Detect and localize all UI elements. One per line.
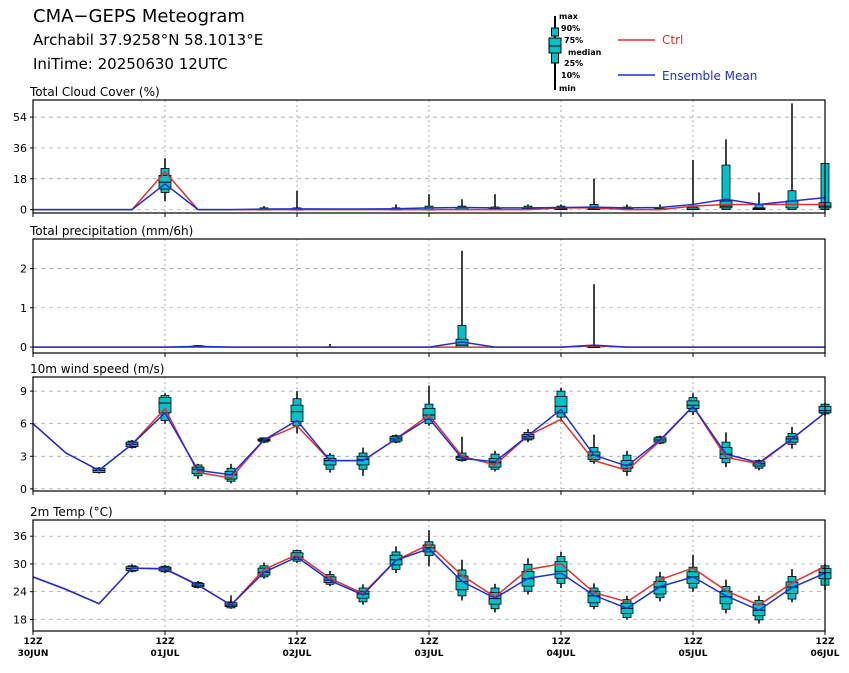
panel-title: Total precipitation (mm/6h) bbox=[29, 224, 193, 238]
x-tick-label-date: 03JUL bbox=[415, 649, 444, 659]
panel-frame bbox=[32, 519, 826, 632]
x-tick-label-date: 30JUN bbox=[18, 649, 49, 659]
box-plot bbox=[686, 159, 700, 211]
panel-1: Total precipitation (mm/6h) 0 1 2 bbox=[20, 224, 826, 357]
series-ctrl-line bbox=[33, 170, 825, 211]
box-25-75 bbox=[290, 552, 304, 560]
box-25-75 bbox=[686, 400, 700, 409]
box-25-75 bbox=[653, 581, 667, 595]
panel-frame bbox=[32, 99, 826, 214]
series-mean-line bbox=[32, 547, 826, 612]
y-tick-label: 9 bbox=[20, 385, 27, 398]
box-plot bbox=[587, 178, 601, 210]
box-plot bbox=[356, 447, 370, 476]
box-legend-25: 25% bbox=[564, 59, 584, 68]
init-time-label: IniTime: 20250630 12UTC bbox=[33, 55, 228, 73]
box-plot bbox=[752, 192, 766, 210]
box-legend-90: 90% bbox=[561, 24, 581, 33]
panel-title: Total Cloud Cover (%) bbox=[29, 85, 160, 99]
box-plot bbox=[554, 387, 568, 422]
series-mean-line bbox=[32, 405, 826, 476]
x-tick-label-date: 06JUL bbox=[811, 649, 840, 659]
x-tick-label-date: 04JUL bbox=[547, 649, 576, 659]
box-plot bbox=[587, 284, 601, 349]
x-tick-label-date: 01JUL bbox=[151, 649, 180, 659]
series-mean-line bbox=[33, 182, 826, 211]
y-tick-label: 6 bbox=[20, 418, 27, 431]
y-tick-label: 36 bbox=[13, 530, 27, 543]
y-tick-label: 1 bbox=[20, 302, 27, 315]
y-tick-label: 3 bbox=[20, 450, 27, 463]
box-10-90 bbox=[721, 164, 731, 210]
y-tick-label: 18 bbox=[13, 613, 27, 626]
panel-frame bbox=[32, 238, 826, 354]
box-plot bbox=[785, 426, 799, 449]
panel-3: 2m Temp (°C) 18 24 30 36 bbox=[13, 505, 832, 635]
y-tick-label: 18 bbox=[13, 173, 27, 186]
legend-mean-label: Ensemble Mean bbox=[662, 69, 758, 83]
panel-2: 10m wind speed (m/s) 0 3 6 9 bbox=[20, 362, 832, 496]
panel-title: 10m wind speed (m/s) bbox=[30, 362, 164, 376]
box-plot bbox=[455, 250, 469, 348]
x-tick-label-hour: 12Z bbox=[155, 637, 175, 647]
x-tick-label-date: 02JUL bbox=[283, 649, 312, 659]
y-tick-label: 54 bbox=[13, 111, 27, 124]
x-tick-label-hour: 12Z bbox=[683, 637, 703, 647]
box-legend-min: min bbox=[559, 84, 576, 93]
y-tick-label: 36 bbox=[13, 142, 27, 155]
box-25-75 bbox=[158, 397, 172, 414]
box-legend-median: median bbox=[568, 48, 602, 57]
location-label: Archabil 37.9258°N 58.1013°E bbox=[33, 31, 264, 49]
box-legend-max: max bbox=[559, 12, 578, 21]
panel-0: Total Cloud Cover (%) 0 18 36 54 bbox=[13, 85, 832, 217]
x-tick-label-hour: 12Z bbox=[23, 637, 43, 647]
y-tick-label: 24 bbox=[13, 586, 27, 599]
meteogram-title: CMA−GEPS Meteogram bbox=[33, 6, 245, 27]
box-plot bbox=[158, 158, 172, 202]
y-tick-label: 2 bbox=[20, 262, 27, 275]
box-plot bbox=[455, 559, 469, 601]
box-plot bbox=[290, 190, 304, 211]
box-plot bbox=[686, 393, 700, 415]
box-legend-75: 75% bbox=[564, 36, 584, 45]
box-25-75 bbox=[554, 396, 568, 414]
x-tick-label-hour: 12Z bbox=[287, 637, 307, 647]
x-tick-label-hour: 12Z bbox=[419, 637, 439, 647]
x-tick-label-date: 05JUL bbox=[679, 649, 708, 659]
box-legend-10: 10% bbox=[561, 71, 581, 80]
panel-title: 2m Temp (°C) bbox=[30, 505, 113, 519]
y-tick-label: 0 bbox=[20, 483, 27, 496]
box-plot bbox=[554, 551, 568, 588]
series-mean-line bbox=[33, 341, 825, 348]
y-tick-label: 30 bbox=[13, 558, 27, 571]
x-tick-label-hour: 12Z bbox=[815, 637, 835, 647]
legend-ctrl-label: Ctrl bbox=[662, 33, 684, 47]
y-tick-label: 0 bbox=[20, 341, 27, 354]
y-tick-label: 0 bbox=[20, 204, 27, 217]
panel-frame bbox=[32, 376, 826, 492]
box-25-75 bbox=[323, 458, 337, 466]
x-tick-label-hour: 12Z bbox=[551, 637, 571, 647]
box-plot bbox=[686, 554, 700, 592]
box-plot bbox=[785, 103, 799, 210]
box-25-75 bbox=[290, 404, 304, 422]
